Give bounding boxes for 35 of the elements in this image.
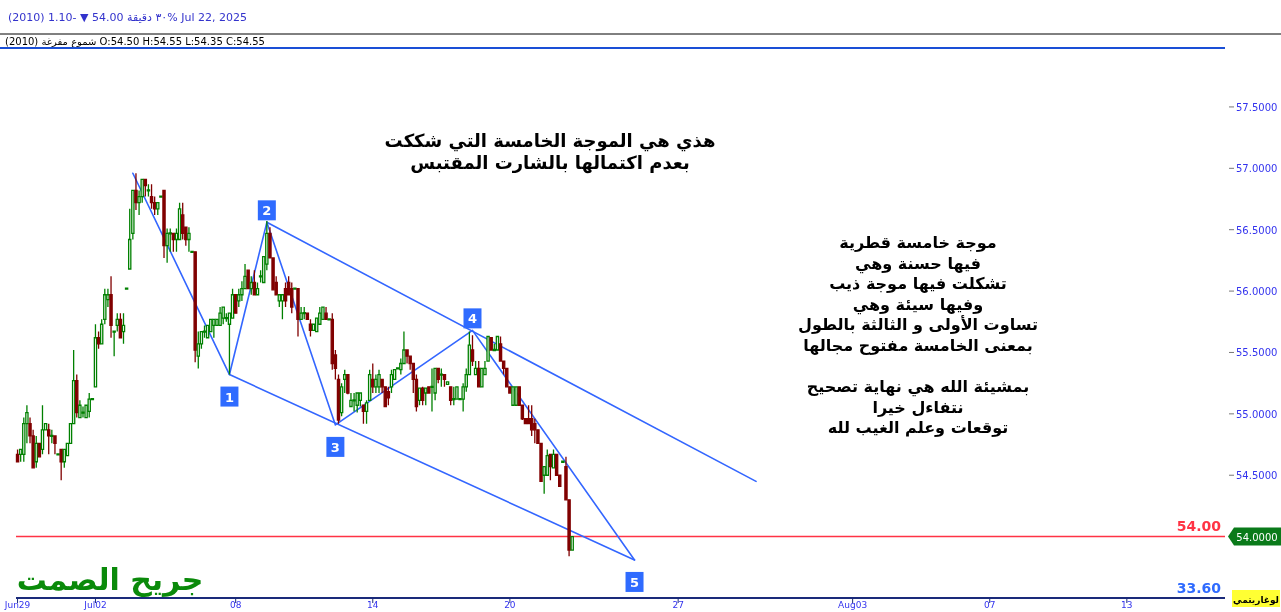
chart-title: (2010) ٣٠ دقيقة 54.00 ▼ -1.10% Jul 22, 2025 — [8, 11, 247, 24]
y-tick-label: 54.5000 — [1236, 470, 1278, 482]
x-tick-label: Aug03 — [838, 600, 868, 610]
text: لوغاريتمي — [1233, 595, 1279, 606]
x-tick-label: 07 — [984, 600, 996, 610]
ref-line-label: 54.00 — [1176, 517, 1222, 534]
annotation: موجة خامسة قطرية فيها حسنة وهي تشكلت فيها موجة ذيب وفيها سيئة وهي تساوت الأولى و الثالثة بالطول بمعنى الخامسة مفتوح مجالها — [798, 233, 1038, 355]
x-tick-label: 14 — [367, 600, 379, 610]
annotation: جريح الصمت — [16, 562, 204, 597]
annotation: بمشيئة الله هي نهاية تصحيح نتفاءل خيرا توقعات وعلم الغيب لله — [806, 377, 1030, 437]
y-tick-label: 56.5000 — [1236, 224, 1278, 236]
y-tick-label: 56.0000 — [1236, 286, 1278, 298]
y-tick-label: 55.0000 — [1236, 408, 1278, 420]
wave-label: 5 — [625, 571, 644, 592]
y-tick-label: 57.5000 — [1236, 101, 1278, 113]
annotation: هذي هي الموجة الخامسة التي شككت بعدم اكتمالها بالشارت المقتبس — [384, 130, 716, 174]
x-tick-label: 20 — [504, 600, 516, 610]
annotation: 5 — [630, 574, 640, 590]
wave-label: 1 — [220, 386, 239, 407]
x-tick-label: 08 — [229, 600, 242, 610]
annotation: 33.60 — [1176, 580, 1222, 596]
annotation: 3 — [330, 439, 340, 455]
annotation: 2 — [262, 203, 272, 219]
x-tick-label: 13 — [1121, 600, 1133, 610]
wave-label: 3 — [326, 436, 345, 457]
annotation: 4 — [467, 311, 478, 327]
wave-label: 2 — [257, 200, 276, 221]
x-tick-label: Jun29 — [3, 600, 31, 610]
annotation: 1 — [224, 389, 234, 405]
text: 54.0000 — [1236, 531, 1278, 543]
y-tick-label: 57.0000 — [1236, 163, 1278, 175]
wave-label: 4 — [463, 308, 482, 329]
x-tick-label: Jul02 — [83, 600, 107, 610]
x-tick-label: 27 — [672, 600, 684, 610]
y-tick-label: 55.5000 — [1236, 347, 1278, 359]
